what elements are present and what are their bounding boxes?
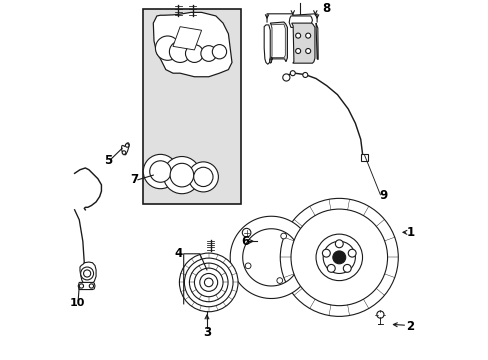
Polygon shape [288, 16, 312, 27]
Circle shape [295, 33, 300, 38]
Circle shape [83, 270, 90, 277]
Circle shape [305, 33, 310, 38]
Text: 3: 3 [203, 326, 211, 339]
Text: 2: 2 [405, 320, 413, 333]
Text: 7: 7 [130, 173, 138, 186]
Circle shape [170, 163, 193, 187]
Circle shape [282, 74, 289, 81]
Polygon shape [173, 27, 201, 50]
Circle shape [305, 49, 310, 54]
Polygon shape [291, 23, 314, 63]
Text: 8: 8 [322, 2, 330, 15]
Circle shape [335, 240, 343, 248]
Circle shape [122, 151, 125, 154]
Circle shape [280, 198, 398, 316]
Polygon shape [315, 23, 318, 60]
Circle shape [188, 162, 218, 192]
Circle shape [185, 45, 203, 62]
Text: 10: 10 [69, 298, 84, 308]
Circle shape [169, 41, 190, 62]
Polygon shape [230, 216, 308, 298]
Circle shape [155, 36, 180, 60]
Circle shape [276, 278, 282, 283]
Circle shape [163, 157, 200, 194]
Circle shape [81, 267, 93, 280]
Polygon shape [153, 12, 231, 77]
Circle shape [295, 49, 300, 54]
Circle shape [242, 228, 250, 237]
Text: 4: 4 [174, 247, 182, 260]
Circle shape [280, 233, 286, 239]
Circle shape [149, 161, 171, 182]
Circle shape [143, 154, 177, 189]
Circle shape [245, 263, 250, 269]
Bar [142, 9, 241, 204]
Bar [360, 154, 367, 161]
Polygon shape [80, 262, 96, 285]
Circle shape [194, 268, 223, 297]
Text: 5: 5 [103, 154, 112, 167]
Circle shape [376, 311, 383, 318]
Circle shape [347, 249, 355, 257]
Circle shape [189, 263, 227, 302]
Polygon shape [270, 24, 285, 60]
Circle shape [302, 72, 307, 77]
Circle shape [79, 284, 83, 288]
Text: 9: 9 [378, 189, 386, 202]
Text: 1: 1 [406, 226, 414, 239]
Polygon shape [264, 25, 270, 64]
Circle shape [212, 45, 226, 59]
Polygon shape [78, 282, 95, 289]
Circle shape [193, 167, 213, 186]
Circle shape [290, 209, 387, 306]
Circle shape [179, 253, 238, 312]
Circle shape [322, 249, 329, 257]
Circle shape [184, 258, 233, 307]
Circle shape [332, 251, 345, 264]
Circle shape [323, 241, 355, 274]
Circle shape [343, 265, 350, 272]
Polygon shape [269, 22, 287, 63]
Circle shape [204, 278, 213, 287]
Circle shape [125, 144, 129, 147]
Polygon shape [121, 143, 129, 155]
Circle shape [290, 71, 295, 76]
Circle shape [201, 46, 216, 61]
Circle shape [315, 234, 362, 281]
Circle shape [326, 265, 335, 272]
Text: 6: 6 [241, 235, 249, 248]
Circle shape [200, 274, 217, 291]
Circle shape [89, 284, 93, 288]
